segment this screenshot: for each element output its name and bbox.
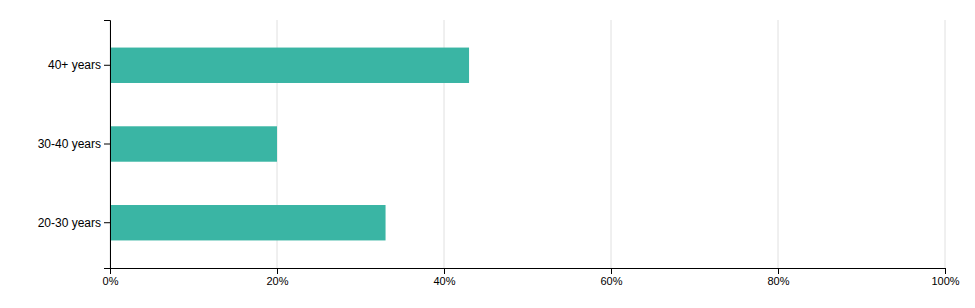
x-tick-mark	[277, 268, 278, 274]
y-tick-label: 20-30 years	[38, 216, 101, 230]
x-axis-line	[111, 269, 946, 275]
x-tick-label: 0%	[103, 275, 119, 287]
plot: 0% 20% 40% 60% 80% 100% 20-30 years 30-40 years…	[38, 20, 960, 287]
x-tick-label: 60%	[600, 275, 622, 287]
x-tick: 60%	[600, 268, 622, 287]
x-axis: 0% 20% 40% 60% 80% 100%	[103, 268, 960, 287]
x-tick: 20%	[266, 268, 288, 287]
bar	[110, 48, 469, 83]
x-tick-label: 40%	[433, 275, 455, 287]
x-tick-label: 20%	[266, 275, 288, 287]
bar	[110, 126, 277, 161]
y-tick-label: 40+ years	[48, 58, 101, 72]
y-tick: 20-30 years	[38, 216, 110, 230]
grid-line	[778, 20, 779, 268]
x-tick-mark	[778, 268, 779, 274]
grid	[110, 20, 945, 268]
bar	[110, 205, 386, 240]
y-tick: 40+ years	[48, 58, 110, 72]
y-tick-mark	[104, 144, 110, 145]
y-axis: 20-30 years 30-40 years 40+ years	[38, 21, 111, 269]
chart: 0% 20% 40% 60% 80% 100% 20-30 years 30-40 years…	[0, 0, 975, 308]
grid-line	[611, 20, 612, 268]
x-tick: 40%	[433, 268, 455, 287]
y-tick-mark	[104, 222, 110, 223]
x-tick-mark	[611, 268, 612, 274]
y-axis-line	[104, 21, 111, 269]
x-tick-mark	[945, 268, 946, 274]
y-tick-mark	[104, 65, 110, 66]
x-tick-label: 80%	[767, 275, 789, 287]
grid-line	[945, 20, 946, 268]
x-tick: 80%	[767, 268, 789, 287]
x-tick-mark	[444, 268, 445, 274]
bars	[110, 48, 469, 241]
y-tick: 30-40 years	[38, 137, 110, 151]
x-tick: 0%	[103, 268, 119, 287]
y-tick-label: 30-40 years	[38, 137, 101, 151]
x-tick: 100%	[931, 268, 959, 287]
x-tick-label: 100%	[931, 275, 959, 287]
